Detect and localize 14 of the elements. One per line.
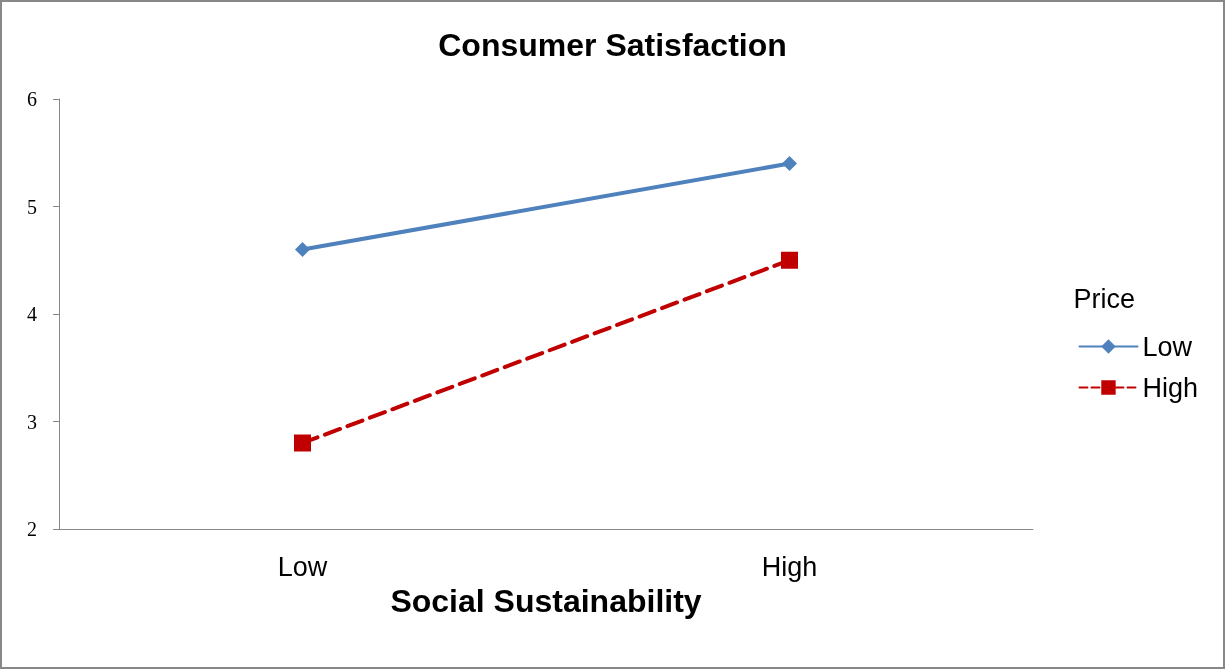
point [294, 434, 311, 452]
point [782, 156, 797, 171]
y-tick-label: 3 [27, 410, 37, 433]
x-axis-title: Social Sustainability [390, 583, 702, 619]
chart-title: Consumer Satisfaction [438, 27, 787, 63]
y-tick-label: 5 [27, 195, 37, 218]
point [781, 251, 798, 269]
y-tick-label: 2 [27, 518, 37, 540]
legend-label: High [1142, 372, 1198, 403]
legend-title: Price [1073, 283, 1135, 314]
point [295, 242, 310, 257]
y-tick-label: 6 [27, 88, 37, 110]
legend-label: Low [1142, 331, 1193, 362]
y-tick-label: 4 [27, 303, 37, 325]
